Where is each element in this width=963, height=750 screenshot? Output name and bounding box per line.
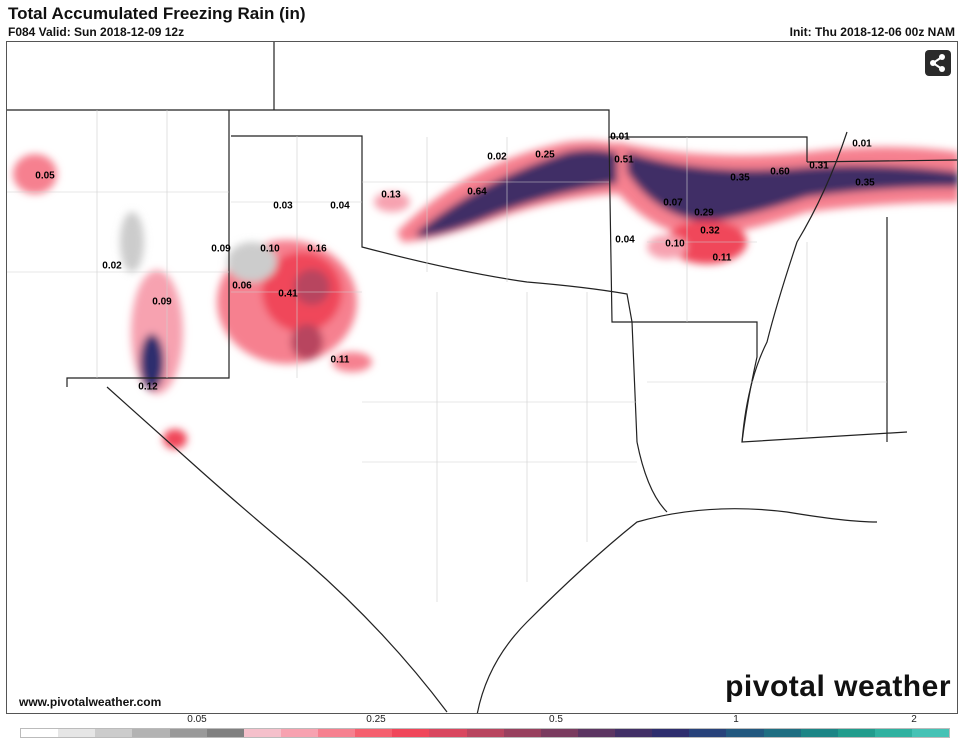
color-legend xyxy=(20,728,950,738)
legend-swatch xyxy=(800,729,838,737)
legend-swatch xyxy=(355,729,393,737)
legend-tick: 0.25 xyxy=(366,714,386,725)
legend-swatch xyxy=(689,729,727,737)
legend-tick: 0.5 xyxy=(549,714,563,725)
legend-swatch xyxy=(21,729,59,737)
map-value-label: 0.64 xyxy=(467,186,487,198)
map-canvas xyxy=(7,42,957,713)
map-value-label: 0.12 xyxy=(138,381,158,393)
legend-swatch xyxy=(837,729,875,737)
map-value-label: 0.13 xyxy=(381,189,401,201)
map-value-label: 0.35 xyxy=(730,172,750,184)
map-value-label: 0.11 xyxy=(712,252,732,264)
legend-tick: 0.05 xyxy=(187,714,207,725)
map-value-label: 0.02 xyxy=(487,151,507,163)
site-url[interactable]: www.pivotalweather.com xyxy=(19,695,162,709)
map-value-label: 0.25 xyxy=(535,149,555,161)
legend-swatch xyxy=(243,729,281,737)
map-value-label: 0.03 xyxy=(273,200,293,212)
legend-swatch xyxy=(392,729,430,737)
map-value-label: 0.29 xyxy=(694,207,714,219)
map-title: Total Accumulated Freezing Rain (in) xyxy=(8,4,306,23)
map-value-label: 0.31 xyxy=(809,160,829,172)
map-value-label: 0.01 xyxy=(852,138,872,150)
legend-swatch xyxy=(132,729,170,737)
county-lines xyxy=(7,110,887,602)
map-value-label: 0.51 xyxy=(614,154,634,166)
boundaries xyxy=(7,42,957,713)
legend-tick: 2 xyxy=(911,714,917,725)
legend-swatch xyxy=(540,729,578,737)
map-value-label: 0.41 xyxy=(278,288,298,300)
legend-swatch xyxy=(466,729,504,737)
legend-swatch xyxy=(503,729,541,737)
map-value-label: 0.35 xyxy=(855,177,875,189)
init-time: Init: Thu 2018-12-06 00z NAM xyxy=(789,25,955,39)
legend-swatch xyxy=(58,729,96,737)
legend-swatch xyxy=(615,729,653,737)
map-value-label: 0.07 xyxy=(663,197,683,209)
legend-swatch xyxy=(912,729,950,737)
legend-swatch xyxy=(206,729,244,737)
map-value-label: 0.04 xyxy=(330,200,350,212)
legend-swatch xyxy=(726,729,764,737)
map-value-label: 0.04 xyxy=(615,234,635,246)
map-value-label: 0.06 xyxy=(232,280,252,292)
map-value-label: 0.10 xyxy=(260,243,280,255)
map-value-label: 0.09 xyxy=(211,243,231,255)
map-value-label: 0.16 xyxy=(307,243,327,255)
legend-swatch xyxy=(874,729,912,737)
map-value-label: 0.09 xyxy=(152,296,172,308)
legend-tick: 1 xyxy=(733,714,739,725)
legend-swatch xyxy=(652,729,690,737)
legend-swatch xyxy=(280,729,318,737)
valid-time: F084 Valid: Sun 2018-12-09 12z xyxy=(8,25,185,39)
map-value-label: 0.11 xyxy=(330,354,350,366)
legend-swatch xyxy=(318,729,356,737)
legend-swatch xyxy=(429,729,467,737)
legend-swatch xyxy=(169,729,207,737)
map-value-label: 0.60 xyxy=(770,166,790,178)
legend-swatch xyxy=(95,729,133,737)
share-icon xyxy=(930,54,945,72)
pivotal-weather-logo: pivotal weather xyxy=(725,670,951,703)
legend-swatch xyxy=(577,729,615,737)
map-value-label: 0.32 xyxy=(700,225,720,237)
map-value-label: 0.05 xyxy=(35,170,55,182)
map-value-label: 0.01 xyxy=(610,131,630,143)
map-value-label: 0.02 xyxy=(102,260,122,272)
share-button[interactable] xyxy=(925,50,951,76)
map-panel[interactable]: www.pivotalweather.com pivotal weather 0… xyxy=(6,41,958,714)
legend-swatch xyxy=(763,729,801,737)
map-value-label: 0.10 xyxy=(665,238,685,250)
